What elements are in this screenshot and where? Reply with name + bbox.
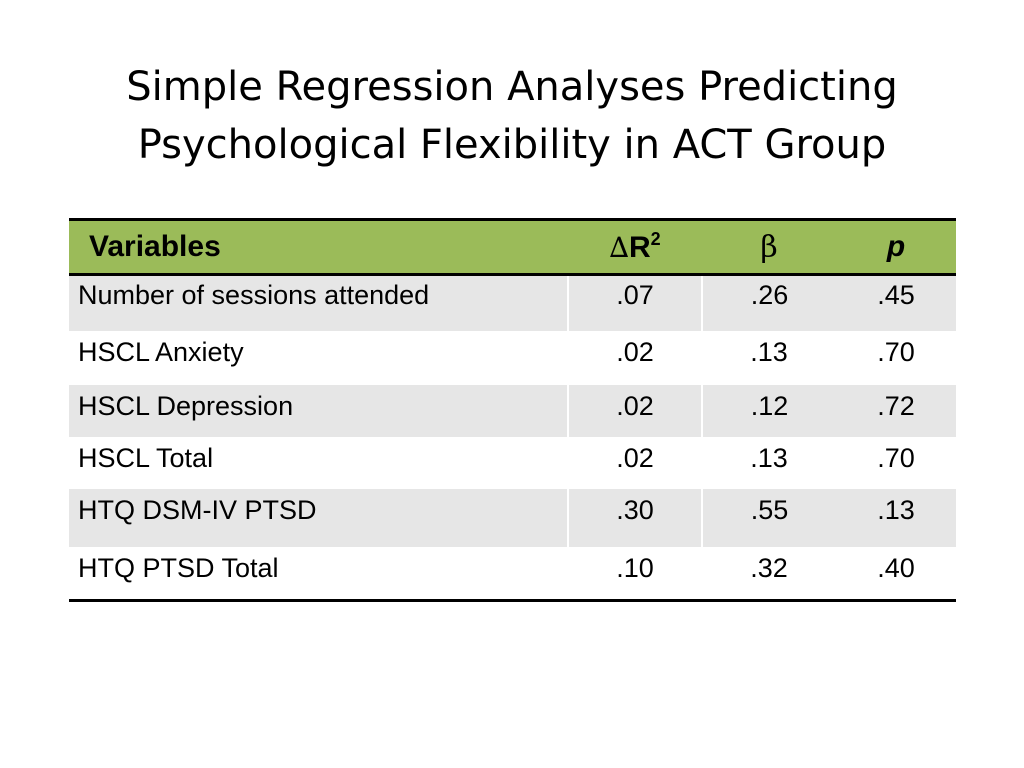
- cell-beta: .12: [702, 384, 836, 437]
- cell-beta: .32: [702, 546, 836, 602]
- cell-beta: .13: [750, 442, 788, 473]
- cell-variable: HSCL Total: [78, 442, 214, 473]
- header-variables: Variables: [89, 230, 221, 263]
- table-row: HSCL Depression .02 .12 .72: [69, 384, 956, 437]
- cell-delta-r-squared: .02: [568, 384, 703, 437]
- cell-variable: HSCL Depression: [69, 384, 569, 437]
- cell-p: .13: [836, 488, 956, 547]
- slide-title-line-2: Psychological Flexibility in ACT Group: [137, 122, 887, 168]
- header-beta: β: [760, 229, 778, 265]
- table-row: Number of sessions attended .07 .26 .45: [69, 274, 956, 331]
- cell-p: .45: [836, 274, 956, 331]
- cell-delta-r-squared: .30: [568, 488, 703, 547]
- cell-p: .70: [877, 442, 915, 473]
- header-delta-r-squared: ∆R2: [568, 220, 702, 275]
- r-label: R: [628, 231, 651, 264]
- cell-variable: HTQ PTSD Total: [69, 546, 568, 602]
- cell-variable: HSCL Anxiety: [78, 336, 244, 367]
- cell-beta: .26: [702, 274, 836, 331]
- cell-delta-r-squared: .07: [568, 274, 703, 331]
- cell-p: .40: [836, 546, 956, 602]
- table-row: HSCL Anxiety .02 .13 .70: [69, 331, 956, 385]
- cell-variable: HTQ DSM-IV PTSD: [69, 488, 569, 547]
- r-superscript: 2: [650, 229, 661, 249]
- cell-delta-r-squared: .10: [568, 546, 702, 602]
- delta-symbol: ∆: [609, 231, 629, 264]
- cell-delta-r-squared: .02: [616, 442, 654, 473]
- table-row: HTQ PTSD Total .10 .32 .40: [69, 546, 956, 602]
- cell-variable: Number of sessions attended: [69, 274, 569, 331]
- slide-title-line-1: Simple Regression Analyses Predicting: [126, 64, 898, 110]
- table-header-row: Variables ∆R2 β p: [69, 219, 956, 275]
- regression-table: Variables ∆R2 β p Number of sessions att…: [69, 218, 956, 602]
- table-row: HTQ DSM-IV PTSD .30 .55 .13: [69, 488, 956, 547]
- cell-beta: .55: [702, 488, 836, 547]
- slide-title: Simple Regression Analyses Predicting Ps…: [60, 58, 964, 174]
- cell-beta: .13: [750, 336, 788, 367]
- cell-p: .70: [877, 336, 915, 367]
- table-row: HSCL Total .02 .13 .70: [69, 437, 956, 489]
- header-p: p: [886, 230, 906, 263]
- cell-delta-r-squared: .02: [616, 336, 654, 367]
- cell-p: .72: [836, 384, 956, 437]
